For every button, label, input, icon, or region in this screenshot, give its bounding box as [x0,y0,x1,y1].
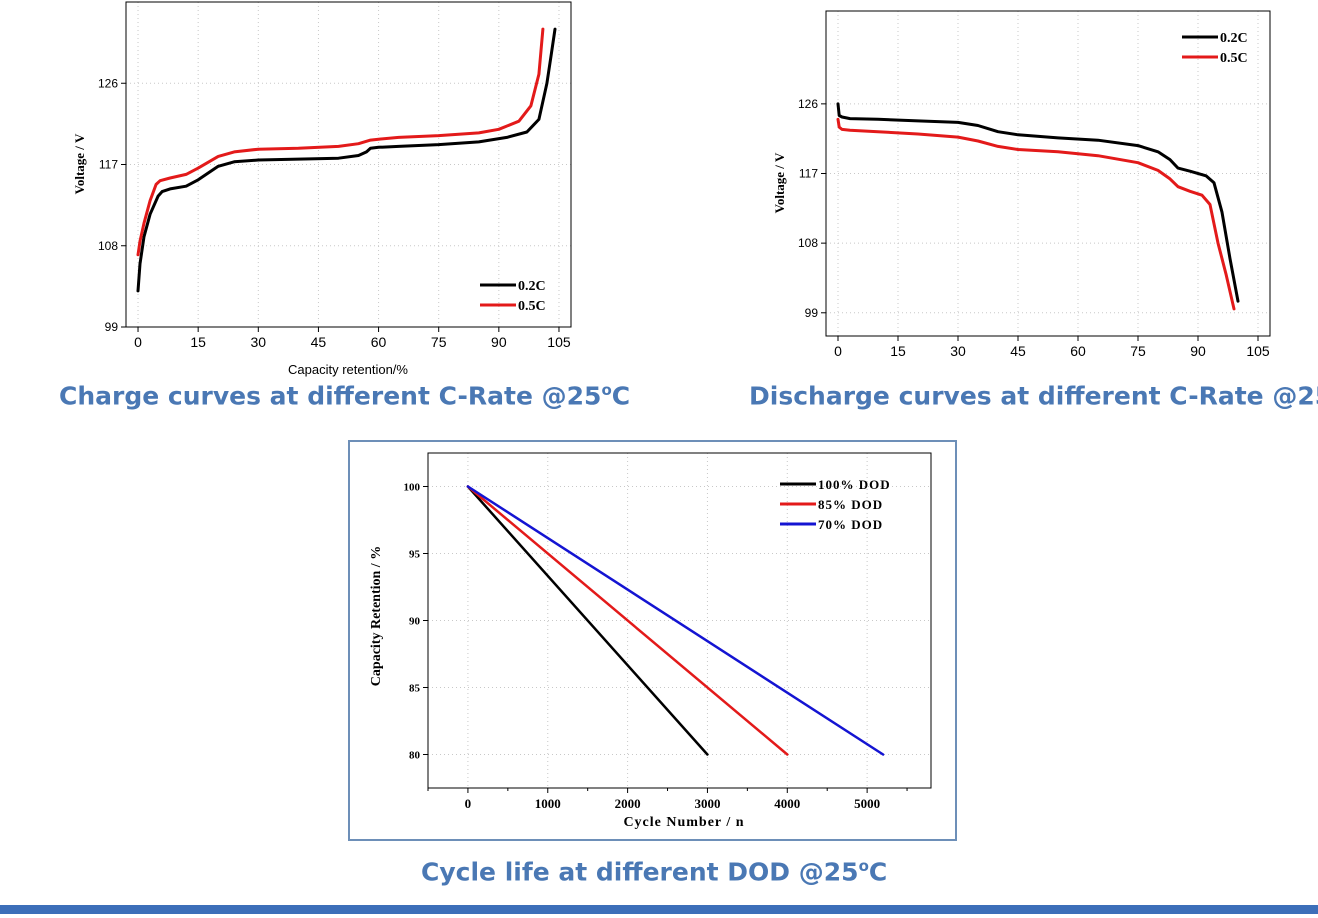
charge-chart: 0 15 30 45 60 75 90 105 99 108 117 126 Capacity rete… [0,0,600,385]
charge-y-tick-label: 99 [105,320,119,334]
cycle-chart: 0 1000 2000 3000 4000 5000 80 85 90 95 100 Cycle Nu… [348,440,957,841]
cycle-x-tick-label: 1000 [535,796,561,811]
discharge-legend-label: 0.2C [1220,31,1248,46]
discharge-x-tick-label: 60 [1070,343,1086,359]
charge-plot-frame [125,1,572,328]
cycle-caption: Cycle life at different DOD @25oC [421,857,887,886]
discharge-series-0-5c [836,117,1236,311]
discharge-x-tick-label: 90 [1190,343,1206,359]
cycle-outer-frame [348,440,957,841]
charge-legend-label: 0.2C [518,279,546,294]
charge-x-tick-label: 60 [371,334,387,350]
charge-x-tick-label: 90 [491,334,507,350]
cycle-series-100-dod [466,485,709,756]
charge-y-axis-label: Voltage / V [72,133,87,194]
discharge-x-tick-label: 45 [1010,343,1026,359]
cycle-x-tick-label: 0 [465,796,472,811]
charge-x-tick-label: 45 [311,334,327,350]
cycle-y-tick-label: 95 [409,549,421,561]
charge-caption: Charge curves at different C-Rate @25oC [59,381,630,410]
discharge-y-tick-label: 108 [798,236,818,250]
charge-series-0-2c [136,27,557,293]
charge-legend-label: 0.5C [518,299,546,314]
charge-x-tick-label: 30 [251,334,267,350]
discharge-x-tick-label: 30 [950,343,966,359]
cycle-y-tick-label: 90 [409,616,421,628]
cycle-chart-svg: 0 1000 2000 3000 4000 5000 80 85 90 95 100 Cycle Nu… [348,440,957,841]
discharge-chart-svg: 0 15 30 45 60 75 90 105 99 108 117 126 Voltage / V 0.… [772,10,1271,359]
discharge-x-tick-label: 105 [1246,343,1270,359]
charge-caption-text: Charge curves at different C-Rate @25 [59,381,602,411]
cycle-legend-label: 70% DOD [818,517,883,532]
cycle-legend-label: 100% DOD [818,477,891,492]
cycle-caption-degree: o [858,857,869,875]
discharge-y-tick-label: 99 [805,306,819,320]
charge-x-tick-label: 105 [547,334,571,350]
charge-x-tick-label: 75 [431,334,447,350]
cycle-y-tick-label: 80 [409,750,421,762]
cycle-caption-text: Cycle life at different DOD @25 [421,857,859,887]
charge-x-tick-label: 15 [190,334,206,350]
charge-chart-svg: 0 15 30 45 60 75 90 105 99 108 117 126 Capacity rete… [72,1,572,377]
charge-series-0-5c [136,27,545,257]
discharge-y-tick-label: 126 [798,97,818,111]
discharge-y-axis-label: Voltage / V [772,152,787,213]
cycle-y-axis-label: Capacity Retention / % [369,546,384,686]
cycle-series-85-dod [466,485,789,756]
charge-x-axis-label: Capacity retention/% [288,362,408,377]
discharge-y-tick-label: 117 [799,167,818,181]
cycle-x-tick-label: 2000 [615,796,641,811]
cycle-x-tick-label: 5000 [854,796,880,811]
charge-y-tick-label: 117 [99,158,118,172]
discharge-x-tick-label: 75 [1130,343,1146,359]
charge-x-tick-label: 0 [134,334,142,350]
cycle-x-tick-label: 3000 [694,796,720,811]
discharge-x-tick-label: 0 [834,343,842,359]
discharge-series-0-2c [836,102,1240,303]
cycle-x-tick-label: 4000 [774,796,800,811]
discharge-legend-label: 0.5C [1220,51,1248,66]
charge-y-tick-label: 126 [98,76,118,90]
discharge-chart: 0 15 30 45 60 75 90 105 99 108 117 126 Voltage / V 0.… [700,0,1300,385]
charge-caption-degree: o [601,381,612,399]
cycle-y-tick-label: 85 [409,683,421,695]
discharge-caption-text: Discharge curves at different C-Rate @25 [749,381,1318,411]
cycle-legend-label: 85% DOD [818,497,883,512]
discharge-caption: Discharge curves at different C-Rate @25… [749,381,1318,410]
cycle-caption-unit: C [868,857,888,887]
charge-y-tick-label: 108 [98,239,118,253]
bottom-bar [0,905,1318,914]
charge-caption-unit: C [611,381,631,411]
cycle-x-axis-label: Cycle Number / n [623,815,744,830]
cycle-series-70-dod [466,485,885,756]
cycle-y-tick-label: 100 [404,482,421,494]
discharge-x-tick-label: 15 [890,343,906,359]
